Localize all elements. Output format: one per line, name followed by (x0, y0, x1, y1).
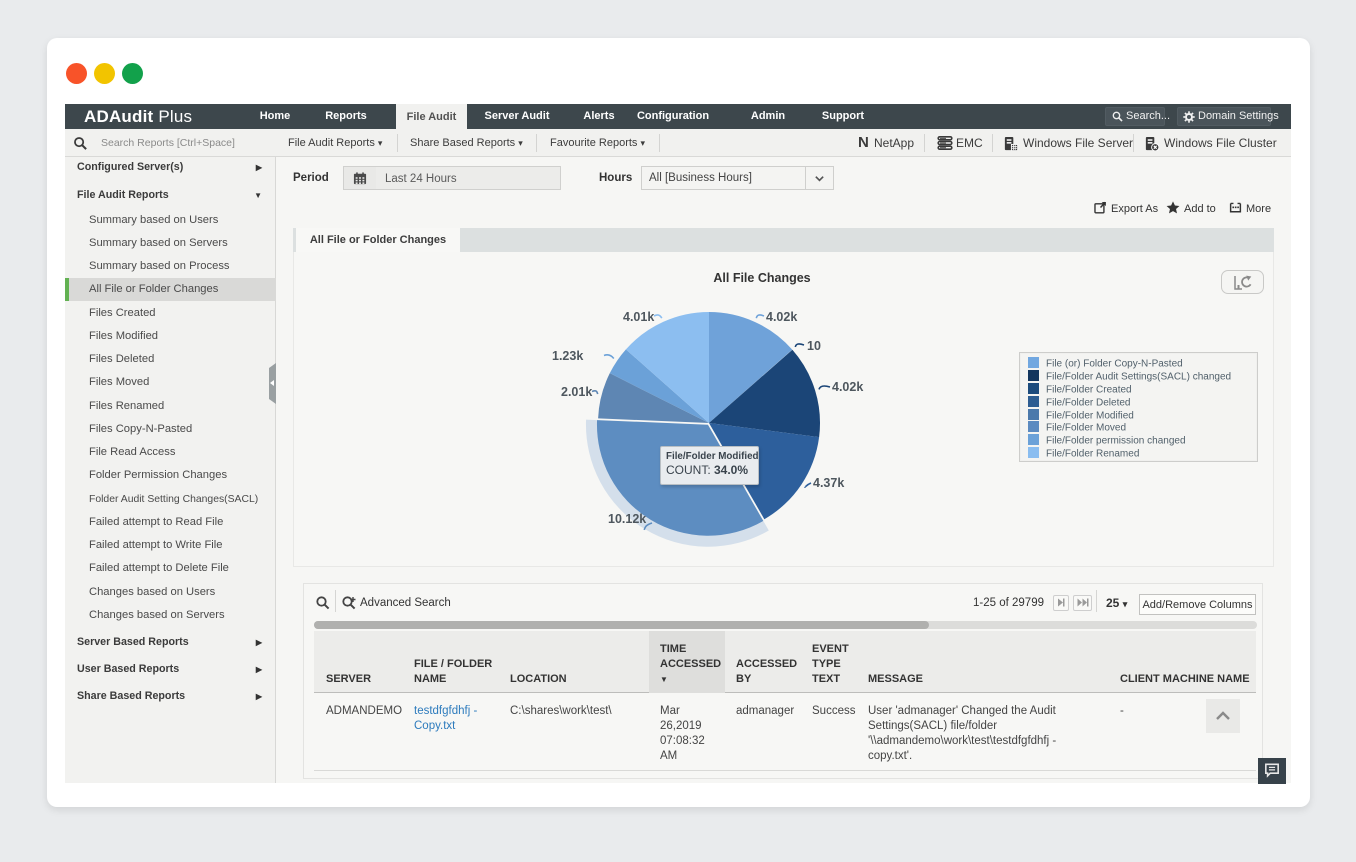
svg-text:4.02k: 4.02k (766, 310, 797, 324)
svg-text:4.01k: 4.01k (623, 310, 654, 324)
svg-text:10: 10 (807, 339, 821, 353)
svg-text:10.12k: 10.12k (608, 512, 646, 526)
svg-text:4.37k: 4.37k (813, 476, 844, 490)
svg-text:2.01k: 2.01k (561, 385, 592, 399)
svg-text:4.02k: 4.02k (832, 380, 863, 394)
svg-text:1.23k: 1.23k (552, 349, 583, 363)
